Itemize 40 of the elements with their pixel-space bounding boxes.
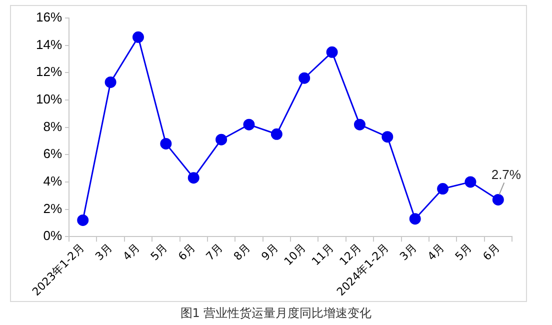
point xyxy=(188,172,200,184)
x-tick-label: 11月 xyxy=(309,241,336,268)
text: 图1 营业性货运量月度同比增速变化 xyxy=(179,305,373,322)
point xyxy=(104,76,116,88)
x-tick-label: 5月 xyxy=(452,241,475,264)
y-tick-label: 4% xyxy=(43,174,62,189)
point xyxy=(409,213,421,225)
y-tick-label: 0% xyxy=(43,228,62,244)
data-label: 2.7% xyxy=(491,166,522,182)
y-tick-label: 6% xyxy=(43,146,62,162)
x-tick-label: 8月 xyxy=(231,241,254,264)
x-tick-label: 5月 xyxy=(148,241,170,264)
y-tick-label: 12% xyxy=(36,64,62,80)
x-tick-label: 9月 xyxy=(258,241,281,264)
x-tick-label: 6月 xyxy=(480,241,502,264)
x-tick-label: 10月 xyxy=(282,241,308,268)
x-tick-label: 4月 xyxy=(425,241,447,264)
point xyxy=(243,118,255,130)
point xyxy=(326,46,338,58)
y-tick-label: 2% xyxy=(43,200,62,216)
y-tick-label: 8% xyxy=(43,118,62,134)
x-tick-label: 6月 xyxy=(176,241,198,264)
x-tick-label: 4月 xyxy=(120,241,142,264)
point xyxy=(437,183,449,195)
y-tick-label: 16% xyxy=(36,10,62,25)
x-tick-label: 7月 xyxy=(204,241,226,264)
x-tick-label: 3月 xyxy=(92,241,115,264)
point xyxy=(216,134,228,146)
y-tick-label: 10% xyxy=(36,92,62,107)
point xyxy=(382,131,394,143)
point xyxy=(354,118,366,130)
point xyxy=(160,138,172,150)
point xyxy=(77,214,89,226)
y-tick-label: 14% xyxy=(36,36,62,52)
point xyxy=(132,31,144,43)
point xyxy=(492,194,504,206)
point xyxy=(270,128,282,140)
point xyxy=(298,72,310,84)
x-tick-label: 3月 xyxy=(397,241,420,264)
point xyxy=(464,176,476,188)
